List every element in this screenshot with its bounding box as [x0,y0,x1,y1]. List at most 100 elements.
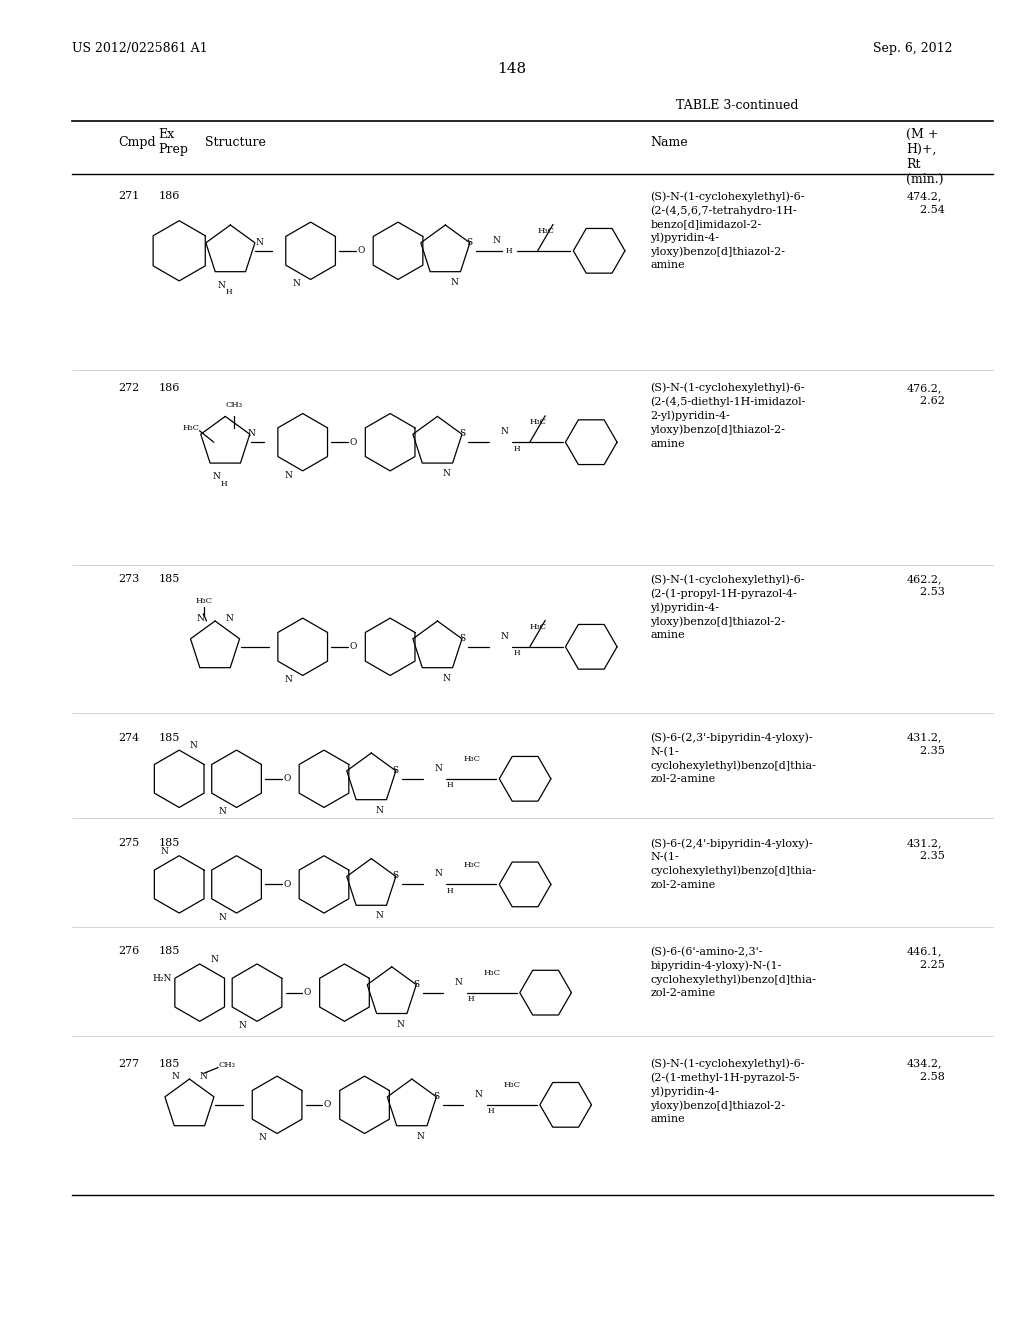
Text: H: H [487,1107,495,1115]
Text: Ex
Prep: Ex Prep [159,128,188,156]
Text: N: N [501,428,508,436]
Text: (S)-N-(1-cyclohexylethyl)-6-
(2-(1-propyl-1H-pyrazol-4-
yl)pyridin-4-
yloxy)benz: (S)-N-(1-cyclohexylethyl)-6- (2-(1-propy… [650,574,805,640]
Text: Structure: Structure [205,136,265,149]
Text: N: N [455,978,463,986]
Text: N: N [285,676,292,684]
Text: H: H [506,247,512,255]
Text: 272: 272 [118,383,139,393]
Text: CH₃: CH₃ [218,1061,236,1069]
Text: 277: 277 [118,1059,139,1069]
Text: N: N [285,471,292,479]
Text: 434.2,
    2.58: 434.2, 2.58 [906,1059,945,1082]
Text: H: H [513,649,520,657]
Text: N: N [501,632,508,640]
Text: H₃C: H₃C [483,969,501,977]
Text: N: N [225,614,233,623]
Text: 476.2,
    2.62: 476.2, 2.62 [906,383,945,407]
Text: H: H [513,445,520,453]
Text: H₂N: H₂N [153,974,172,983]
Text: S: S [459,429,465,438]
Text: 185: 185 [159,838,180,849]
Text: H: H [225,288,232,297]
Text: N: N [218,281,225,289]
Text: TABLE 3-continued: TABLE 3-continued [676,99,799,112]
Text: H₃C: H₃C [538,227,554,235]
Text: 276: 276 [118,946,139,957]
Text: 446.1,
    2.25: 446.1, 2.25 [906,946,945,970]
Text: 185: 185 [159,574,180,585]
Text: 474.2,
    2.54: 474.2, 2.54 [906,191,945,215]
Text: 271: 271 [118,191,139,202]
Text: N: N [396,1019,404,1028]
Text: (S)-N-(1-cyclohexylethyl)-6-
(2-(1-methyl-1H-pyrazol-5-
yl)pyridin-4-
yloxy)benz: (S)-N-(1-cyclohexylethyl)-6- (2-(1-methy… [650,1059,805,1125]
Text: N: N [200,1072,208,1081]
Text: 185: 185 [159,1059,180,1069]
Text: N: N [450,277,458,286]
Text: H₃C: H₃C [463,755,480,763]
Text: S: S [392,766,398,775]
Text: S: S [459,634,465,643]
Text: S: S [467,238,473,247]
Text: H₃C: H₃C [195,597,212,605]
Text: S: S [413,979,419,989]
Text: H₃C: H₃C [182,424,200,432]
Text: O: O [324,1101,331,1109]
Text: N: N [475,1090,482,1098]
Text: H₃C: H₃C [529,623,547,631]
Text: Name: Name [650,136,688,149]
Text: N: N [171,1072,179,1081]
Text: O: O [303,989,311,997]
Text: N: N [417,1131,424,1140]
Text: 186: 186 [159,191,180,202]
Text: Sep. 6, 2012: Sep. 6, 2012 [872,42,952,55]
Text: N: N [442,673,450,682]
Text: N: N [197,614,205,623]
Text: 275: 275 [118,838,139,849]
Text: Cmpd: Cmpd [118,136,156,149]
Text: 273: 273 [118,574,139,585]
Text: N: N [442,469,450,478]
Text: N: N [434,764,442,772]
Text: CH₃: CH₃ [225,401,243,409]
Text: N: N [239,1022,247,1030]
Text: O: O [283,880,291,888]
Text: H: H [447,887,454,895]
Text: S: S [433,1092,439,1101]
Text: (S)-6-(2,3'-bipyridin-4-yloxy)-
N-(1-
cyclohexylethyl)benzo[d]thia-
zol-2-amine: (S)-6-(2,3'-bipyridin-4-yloxy)- N-(1- cy… [650,733,816,784]
Text: (M +
H)+,
Rt
(min.): (M + H)+, Rt (min.) [906,128,944,186]
Text: 431.2,
    2.35: 431.2, 2.35 [906,733,945,756]
Text: H: H [220,479,227,488]
Text: N: N [255,238,263,247]
Text: N: N [218,913,226,921]
Text: 186: 186 [159,383,180,393]
Text: (S)-6-(2,4'-bipyridin-4-yloxy)-
N-(1-
cyclohexylethyl)benzo[d]thia-
zol-2-amine: (S)-6-(2,4'-bipyridin-4-yloxy)- N-(1- cy… [650,838,816,890]
Text: N: N [493,236,501,244]
Text: N: N [247,429,255,438]
Text: 185: 185 [159,733,180,743]
Text: (S)-N-(1-cyclohexylethyl)-6-
(2-(4,5-diethyl-1H-imidazol-
2-yl)pyridin-4-
yloxy): (S)-N-(1-cyclohexylethyl)-6- (2-(4,5-die… [650,383,806,449]
Text: N: N [434,870,442,878]
Text: N: N [189,742,198,750]
Text: H₃C: H₃C [529,418,547,426]
Text: 274: 274 [118,733,139,743]
Text: N: N [259,1134,266,1142]
Text: US 2012/0225861 A1: US 2012/0225861 A1 [72,42,207,55]
Text: O: O [349,438,356,446]
Text: H₃C: H₃C [463,861,480,869]
Text: N: N [213,473,220,480]
Text: N: N [210,956,218,964]
Text: 462.2,
    2.53: 462.2, 2.53 [906,574,945,598]
Text: 148: 148 [498,62,526,77]
Text: (S)-N-(1-cyclohexylethyl)-6-
(2-(4,5,6,7-tetrahydro-1H-
benzo[d]imidazol-2-
yl)p: (S)-N-(1-cyclohexylethyl)-6- (2-(4,5,6,7… [650,191,805,271]
Text: N: N [376,911,384,920]
Text: S: S [392,871,398,880]
Text: N: N [218,808,226,816]
Text: (S)-6-(6'-amino-2,3'-
bipyridin-4-yloxy)-N-(1-
cyclohexylethyl)benzo[d]thia-
zol: (S)-6-(6'-amino-2,3'- bipyridin-4-yloxy)… [650,946,816,998]
Text: H: H [447,781,454,789]
Text: N: N [376,805,384,814]
Text: O: O [357,247,365,255]
Text: O: O [283,775,291,783]
Text: H₃C: H₃C [504,1081,521,1089]
Text: 431.2,
    2.35: 431.2, 2.35 [906,838,945,862]
Text: H: H [468,995,474,1003]
